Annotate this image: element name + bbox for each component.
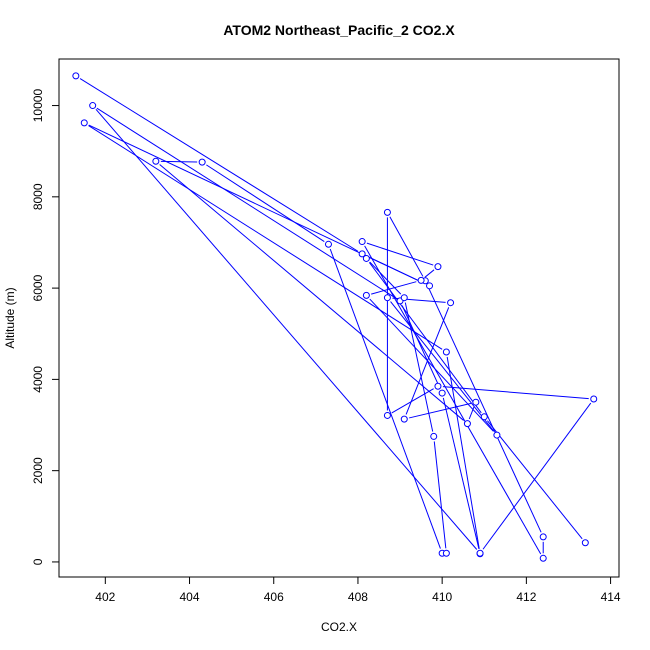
series-segment <box>482 402 592 550</box>
series-segment <box>369 298 494 432</box>
y-tick-label: 6000 <box>31 274 45 301</box>
series-segment <box>433 441 447 549</box>
series-segment <box>79 78 359 252</box>
data-point <box>400 294 408 302</box>
data-point <box>480 413 488 421</box>
series-segment <box>389 216 424 277</box>
data-point <box>447 299 455 307</box>
data-point <box>442 549 450 557</box>
series-segment <box>404 302 434 432</box>
data-point <box>152 157 160 165</box>
data-point <box>362 291 370 299</box>
data-point <box>434 382 442 390</box>
data-point <box>383 294 391 302</box>
y-tick-label: 2000 <box>31 457 45 484</box>
x-tick-label: 404 <box>180 590 200 604</box>
y-tick-label: 0 <box>31 558 45 565</box>
data-point <box>463 420 471 428</box>
series-segment <box>391 388 434 414</box>
data-point <box>89 102 97 110</box>
y-axis: 0 2000 4000 6000 8000 10000 <box>31 89 59 565</box>
x-tick-label: 414 <box>601 590 621 604</box>
series-segment <box>329 248 441 549</box>
data-point <box>72 72 80 80</box>
data-point <box>400 415 408 423</box>
x-axis-label: CO2.X <box>321 620 357 634</box>
series-segment <box>442 386 589 400</box>
x-tick-label: 402 <box>95 590 115 604</box>
series-segment <box>405 307 450 415</box>
data-point <box>493 431 501 439</box>
series-segment <box>371 281 417 295</box>
data-point <box>472 398 480 406</box>
series-segment <box>446 356 480 549</box>
plot-series <box>72 72 598 562</box>
data-point <box>590 395 598 403</box>
x-tick-label: 406 <box>264 590 284 604</box>
y-tick-label: 8000 <box>31 183 45 210</box>
series-segment <box>390 301 495 432</box>
data-point <box>581 539 589 547</box>
y-axis-label: Altitude (m) <box>3 287 17 348</box>
series-segment <box>468 406 475 420</box>
data-point <box>442 348 450 356</box>
x-tick-label: 412 <box>516 590 536 604</box>
series-segment <box>368 262 482 414</box>
series-segment <box>369 261 402 295</box>
x-tick-label: 410 <box>432 590 452 604</box>
series-segment <box>424 269 435 278</box>
data-point <box>362 254 370 262</box>
series-segment <box>426 285 542 533</box>
data-point <box>198 158 206 166</box>
data-point <box>426 282 434 290</box>
series-segment <box>88 125 443 350</box>
series-segment <box>88 124 426 285</box>
data-point <box>438 389 446 397</box>
data-point <box>476 549 484 557</box>
series-segment <box>442 397 480 549</box>
x-tick-label: 408 <box>348 590 368 604</box>
data-point <box>417 276 425 284</box>
data-point <box>383 411 391 419</box>
data-point <box>358 238 366 246</box>
data-point <box>430 432 438 440</box>
series-segment <box>366 242 434 266</box>
data-point <box>434 263 442 271</box>
data-point <box>324 240 332 248</box>
series-segment <box>159 164 464 421</box>
data-point <box>539 533 547 541</box>
chart-title: ATOM2 Northeast_Pacific_2 CO2.X <box>223 22 455 38</box>
series-segment <box>409 402 472 419</box>
y-tick-label: 10000 <box>31 89 45 123</box>
series-segment <box>96 107 397 299</box>
series-segment <box>364 245 542 555</box>
series-segment <box>160 160 198 163</box>
data-point <box>358 250 366 258</box>
data-point <box>539 554 547 562</box>
x-axis: 402 404 406 408 410 412 414 <box>95 577 621 604</box>
series-segment <box>487 420 583 540</box>
data-point <box>80 119 88 127</box>
series-segment <box>206 164 325 242</box>
data-point <box>383 208 391 216</box>
plot-frame <box>58 58 620 578</box>
y-tick-label: 4000 <box>31 366 45 393</box>
